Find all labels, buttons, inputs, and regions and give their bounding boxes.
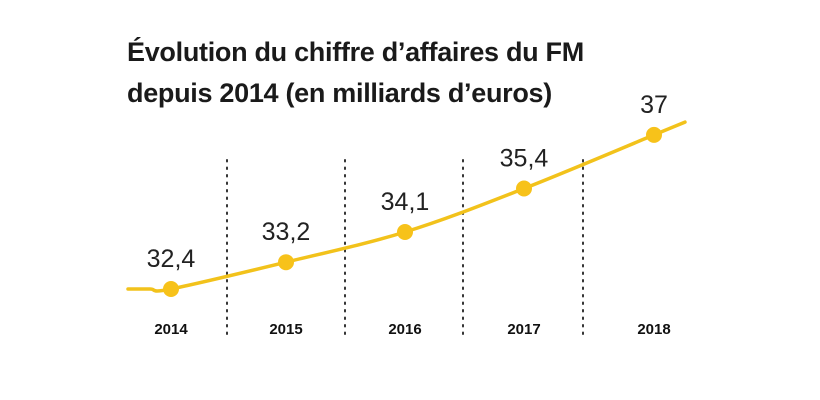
year-label-2016: 2016	[388, 321, 421, 338]
revenue-line	[126, 120, 687, 293]
data-point-2017	[516, 180, 532, 197]
value-label-2016: 34,1	[381, 188, 430, 216]
chart-title-line-2: depuis 2014 (en milliards d’euros)	[127, 78, 552, 108]
value-label-2018: 37	[640, 91, 668, 119]
data-point-2014	[163, 281, 179, 297]
year-labels: 2014 2015 2016 2017 2018	[154, 321, 670, 338]
year-label-2018: 2018	[637, 321, 670, 338]
chart-title-line-1: Évolution du chiffre d’affaires du FM	[127, 37, 584, 67]
value-label-2014: 32,4	[147, 245, 196, 273]
data-point-2018	[646, 126, 662, 143]
data-point-2015	[278, 254, 294, 271]
value-label-2017: 35,4	[500, 145, 549, 173]
value-label-2015: 33,2	[262, 218, 311, 246]
value-labels: 32,4 33,2 34,1 35,4 37	[147, 91, 668, 273]
year-label-2014: 2014	[154, 321, 188, 338]
year-label-2017: 2017	[507, 321, 540, 338]
year-label-2015: 2015	[269, 321, 302, 338]
chart-title: Évolution du chiffre d’affaires du FM de…	[127, 32, 727, 114]
data-point-2016	[397, 224, 413, 240]
data-points	[163, 126, 662, 297]
